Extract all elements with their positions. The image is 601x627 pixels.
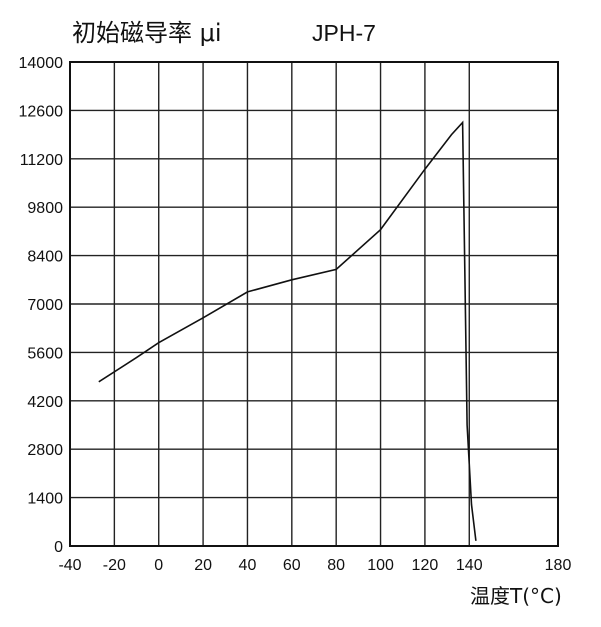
x-tick-label: 100 bbox=[367, 557, 394, 574]
y-tick-label: 11200 bbox=[20, 152, 63, 169]
x-tick-label: 180 bbox=[545, 557, 572, 574]
y-tick-label: 14000 bbox=[19, 55, 64, 72]
series-line bbox=[98, 120, 477, 541]
chart-subtitle: JPH-7 bbox=[312, 20, 376, 46]
y-tick-label: 2800 bbox=[27, 442, 63, 459]
chart-title: 初始磁导率 μi bbox=[72, 19, 222, 47]
y-tick-label: 0 bbox=[54, 539, 63, 556]
x-tick-label: 40 bbox=[239, 557, 257, 574]
x-tick-label: -20 bbox=[103, 557, 126, 574]
y-tick-label: 5600 bbox=[27, 345, 63, 362]
plot-frame bbox=[69, 61, 559, 547]
x-tick-label: 20 bbox=[194, 557, 212, 574]
y-tick-label: 7000 bbox=[27, 297, 63, 314]
y-tick-label: 1400 bbox=[27, 491, 63, 508]
y-tick-label: 4200 bbox=[27, 394, 63, 411]
series-group bbox=[98, 120, 477, 541]
x-tick-label: -40 bbox=[58, 557, 81, 574]
y-tick-label: 12600 bbox=[19, 103, 64, 120]
x-tick-label: 0 bbox=[154, 557, 163, 574]
grid bbox=[69, 61, 559, 547]
x-tick-label: 120 bbox=[412, 557, 439, 574]
y-tick-label: 9800 bbox=[27, 200, 63, 217]
axis-tick-labels: -40 -20 0 20 40 60 80 100 120 140 180 0 1400 2800 4200… bbox=[19, 55, 572, 574]
x-axis-label: 温度T(°C) bbox=[470, 584, 562, 608]
y-tick-label: 8400 bbox=[27, 249, 63, 266]
x-tick-label: 60 bbox=[283, 557, 301, 574]
x-tick-label: 140 bbox=[456, 557, 483, 574]
x-tick-label: 80 bbox=[327, 557, 345, 574]
